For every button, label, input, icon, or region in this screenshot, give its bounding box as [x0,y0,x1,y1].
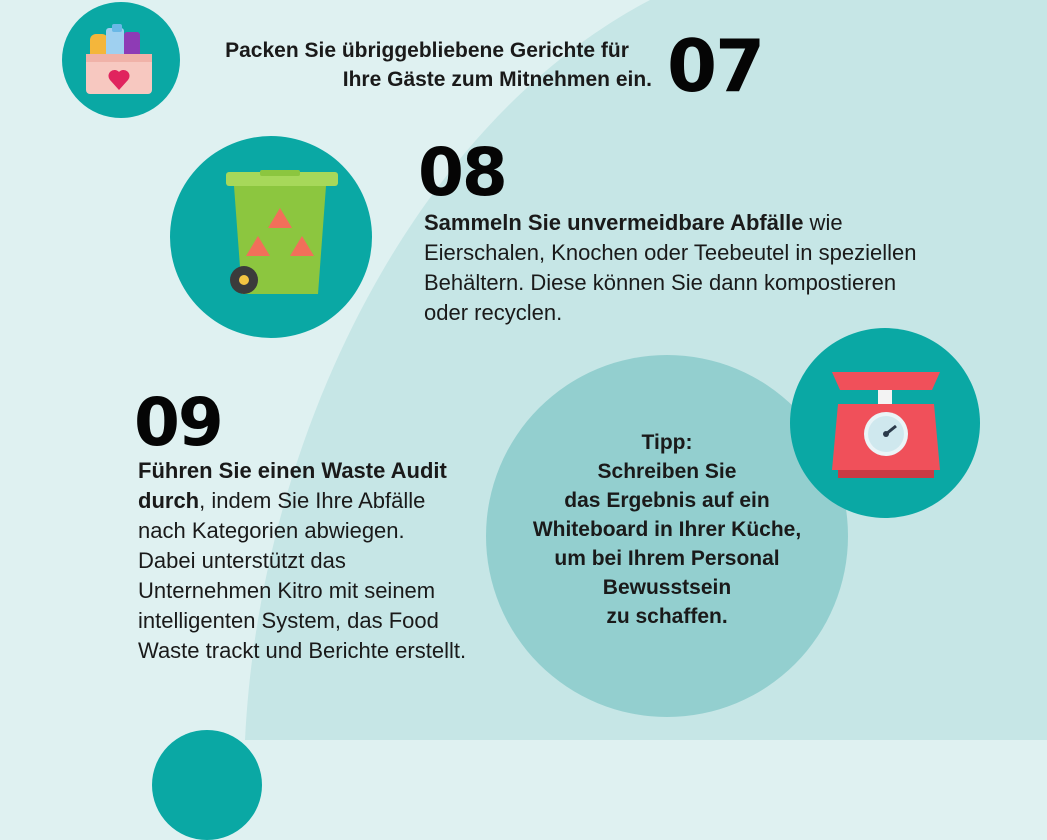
next-item-circle [152,730,262,840]
tip-line-2: das Ergebnis auf ein [564,489,770,512]
item08-bold: Sammeln Sie unvermeidbare Abfälle [424,210,804,235]
item07-line1: Packen Sie übriggebliebene Gerichte für [225,39,629,62]
item08-rest1: wie [803,210,843,235]
item09-line2: durch, indem Sie Ihre Abfälle [138,486,518,516]
item08-line3: Behältern. Diese können Sie dann kompost… [424,270,897,295]
item07-text: Packen Sie übriggebliebene Gerichte für … [196,36,658,94]
item09-line1: Führen Sie einen Waste Audit [138,458,447,483]
tip-circle [486,355,848,717]
item07-line2: Ihre Gäste zum Mitnehmen ein. [342,68,652,91]
tip-line-3: Whiteboard in Ihrer Küche, [532,518,802,541]
tip-line-4: um bei Ihrem Personal [554,547,780,570]
kitchen-scale-icon [832,372,940,478]
item09-line7: Waste trackt und Berichte erstellt. [138,638,467,663]
item09-line6: intelligenten System, das Food [138,608,439,633]
item09-bold2: durch [138,488,200,513]
item08-text: Sammeln Sie unvermeidbare Abfälle wie Ei… [424,208,984,328]
tip-line-5: Bewusstsein [602,576,732,599]
item09-rest2: , indem Sie Ihre Abfälle [199,488,426,513]
item09-line4: Dabei unterstützt das [138,548,346,573]
item08-line1: Sammeln Sie unvermeidbare Abfälle wie [424,208,984,238]
takeaway-box-heart-icon [86,24,152,94]
tip-line-0: Tipp: [641,431,693,454]
item09-line3: nach Kategorien abwiegen. [138,518,405,543]
item09-line5: Unternehmen Kitro mit seinem [138,578,436,603]
item08-line4: oder recyclen. [424,300,563,325]
item09-text: Führen Sie einen Waste Audit durch, inde… [138,456,518,666]
item08-line2: Eierschalen, Knochen oder Teebeutel in s… [424,240,917,265]
tip-line-6: zu schaffen. [606,605,728,628]
item08-number: 08 [418,134,508,211]
tip-text: Tipp: Schreiben Sie das Ergebnis auf ein… [486,428,848,631]
item09-number: 09 [134,384,224,461]
item07-number: 07 [667,24,765,108]
tip-line-1: Schreiben Sie [597,460,737,483]
recycling-bin-icon [226,170,338,294]
